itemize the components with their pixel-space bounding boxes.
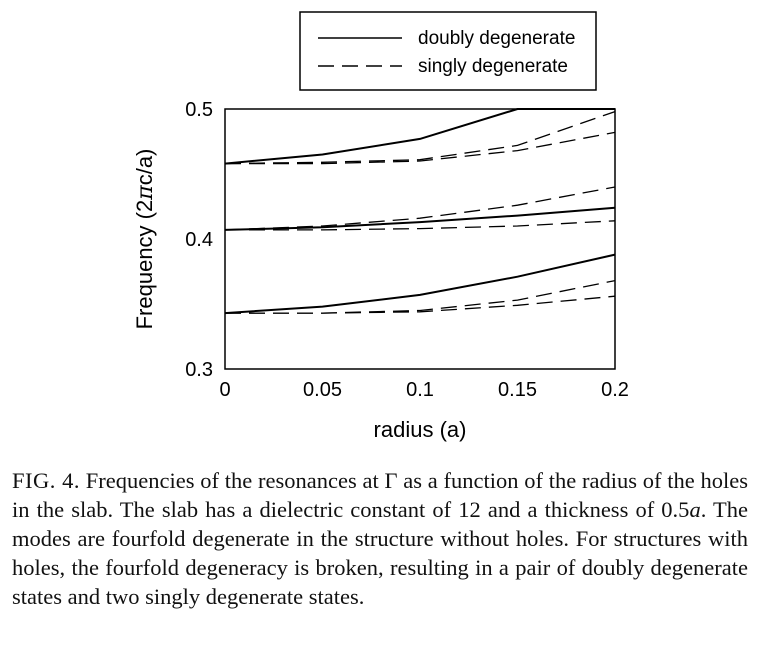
y-axis-label-prefix: Frequency (2 xyxy=(132,200,157,330)
y-tick-label: 0.5 xyxy=(185,99,213,121)
y-tick-label: 0.4 xyxy=(185,229,213,251)
caption-label: FIG. 4. xyxy=(12,468,81,493)
caption-text-part1: Frequencies of the resonances at Γ as a … xyxy=(12,468,748,522)
series-line-8 xyxy=(225,279,616,314)
x-tick-label: 0.15 xyxy=(498,379,537,401)
legend-label-doubly: doubly degenerate xyxy=(418,28,575,49)
x-tick-label: 0.1 xyxy=(406,379,434,401)
y-axis-label-suffix: c/a) xyxy=(132,149,157,186)
x-axis-label: radius (a) xyxy=(374,417,467,442)
series-line-4 xyxy=(224,206,616,231)
figure-caption: FIG. 4. Frequencies of the resonances at… xyxy=(12,466,748,611)
series-line-2 xyxy=(224,110,616,165)
x-axis-ticks: 0 0.05 0.1 0.15 0.2 xyxy=(219,379,628,401)
x-tick-label: 0.05 xyxy=(303,379,342,401)
series-line-1 xyxy=(224,108,615,165)
legend: doubly degenerate singly degenerate xyxy=(299,11,597,91)
legend-box xyxy=(299,11,597,91)
caption-italic-a: a xyxy=(689,497,701,522)
caption-text-part2: . The modes are fourfold degenerate in t… xyxy=(12,497,749,609)
series-line-6 xyxy=(225,220,616,231)
series-line-5 xyxy=(224,186,616,231)
legend-label-singly: singly degenerate xyxy=(418,56,568,77)
figure-chart: doubly degenerate singly degenerate 0.30… xyxy=(132,11,629,442)
y-axis-label: Frequency (2πc/a) xyxy=(132,149,158,330)
y-axis-label-pi: π xyxy=(133,185,158,201)
x-tick-label: 0 xyxy=(219,379,230,401)
plot-frame xyxy=(224,108,616,370)
y-tick-label: 0.3 xyxy=(185,359,213,381)
series-line-9 xyxy=(225,295,616,314)
series-line-7 xyxy=(224,253,616,315)
series-line-3 xyxy=(225,131,616,165)
plot-lines xyxy=(224,108,616,315)
y-axis-ticks: 0.3 0.4 0.5 xyxy=(185,99,213,381)
x-tick-label: 0.2 xyxy=(601,379,629,401)
